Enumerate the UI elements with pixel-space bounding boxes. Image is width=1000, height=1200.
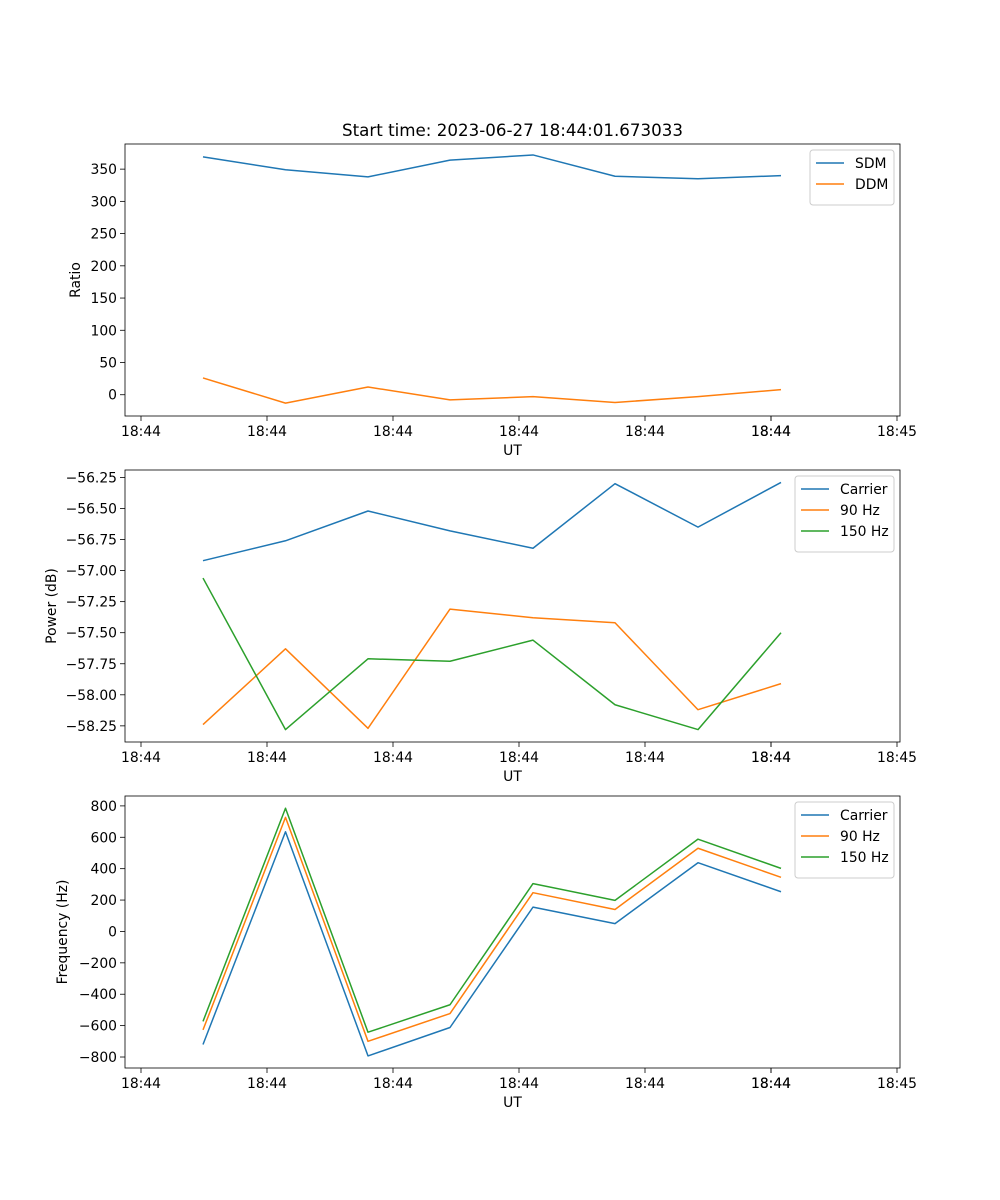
x-tick-label: 18:44 <box>499 1076 539 1092</box>
y-tick-label: −56.75 <box>66 533 117 549</box>
plot-frame <box>124 795 901 1069</box>
x-tick-label: 18:44 <box>751 424 791 440</box>
y-tick-label: −200 <box>79 956 117 972</box>
x-tick-label: 18:44 <box>499 750 539 766</box>
series-line-ddm <box>202 377 782 404</box>
y-tick-label: 800 <box>90 799 117 815</box>
legend-label: Carrier <box>840 482 888 498</box>
y-tick-label: −56.50 <box>66 502 117 518</box>
x-tick-label: 18:44 <box>247 1076 287 1092</box>
y-tick-label: −57.25 <box>66 595 117 611</box>
x-tick-label: 18:45 <box>877 750 917 766</box>
y-tick-label: −57.75 <box>66 657 117 673</box>
series-line-90-hz <box>202 608 782 730</box>
y-tick-label: 50 <box>99 356 117 372</box>
x-tick-label: 18:44 <box>121 424 161 440</box>
x-tick-label: 18:44 <box>625 750 665 766</box>
x-tick-label: 18:44 <box>625 1076 665 1092</box>
y-tick-label: 250 <box>90 227 117 243</box>
y-axis-label: Frequency (Hz) <box>55 880 71 985</box>
x-axis-label: UT <box>503 769 522 785</box>
x-tick-label: 18:44 <box>625 424 665 440</box>
y-axis-label: Ratio <box>68 262 84 298</box>
y-tick-label: −58.25 <box>66 719 117 735</box>
legend-label: 150 Hz <box>840 524 889 540</box>
y-tick-label: −400 <box>79 987 117 1003</box>
y-tick-label: 350 <box>90 162 117 178</box>
chart-title: Start time: 2023-06-27 18:44:01.673033 <box>342 120 683 140</box>
x-tick-label: 18:44 <box>751 750 791 766</box>
x-tick-label: 18:44 <box>247 750 287 766</box>
y-tick-label: 150 <box>90 291 117 307</box>
y-tick-label: 400 <box>90 862 117 878</box>
y-tick-label: −57.50 <box>66 626 117 642</box>
x-tick-label: 18:45 <box>877 424 917 440</box>
legend-box <box>794 801 895 879</box>
y-tick-label: −56.25 <box>66 470 117 486</box>
y-tick-label: −800 <box>79 1050 117 1066</box>
legend-label: 90 Hz <box>840 503 880 519</box>
y-tick-label: −58.00 <box>66 688 117 704</box>
legend-label: SDM <box>855 156 887 172</box>
y-tick-label: 200 <box>90 259 117 275</box>
x-tick-label: 18:45 <box>877 1076 917 1092</box>
series-line-150-hz <box>202 577 782 731</box>
y-tick-label: −600 <box>79 1019 117 1035</box>
x-tick-label: 18:44 <box>751 1076 791 1092</box>
x-tick-label: 18:44 <box>751 750 791 766</box>
x-tick-label: 18:44 <box>121 750 161 766</box>
y-tick-label: 100 <box>90 323 117 339</box>
y-tick-label: 0 <box>108 388 117 404</box>
legend-label: DDM <box>855 177 888 193</box>
y-tick-label: 600 <box>90 830 117 846</box>
x-tick-label: 18:44 <box>751 424 791 440</box>
y-tick-label: −57.00 <box>66 564 117 580</box>
x-axis-label: UT <box>503 1095 522 1111</box>
x-tick-label: 18:44 <box>499 424 539 440</box>
series-line-150-hz <box>202 807 782 1033</box>
x-axis-label: UT <box>503 443 522 459</box>
series-line-sdm <box>202 154 782 180</box>
legend-box <box>794 475 895 553</box>
series-line-90-hz <box>202 816 782 1043</box>
y-tick-label: 200 <box>90 893 117 909</box>
y-axis-label: Power (dB) <box>44 568 60 644</box>
series-line-carrier <box>202 831 782 1057</box>
legend-label: 150 Hz <box>840 850 889 866</box>
plot-frame <box>124 469 901 743</box>
y-tick-label: 0 <box>108 924 117 940</box>
y-tick-label: 300 <box>90 194 117 210</box>
plot-frame <box>124 143 901 417</box>
panels: 18:44 18:44 18:44 18:44 18:44 18:44 18:44 18:45… <box>44 143 917 1111</box>
x-tick-label: 18:44 <box>373 1076 413 1092</box>
x-tick-label: 18:44 <box>373 424 413 440</box>
x-tick-label: 18:44 <box>247 424 287 440</box>
x-tick-label: 18:44 <box>751 1076 791 1092</box>
legend-label: Carrier <box>840 808 888 824</box>
series-line-carrier <box>202 481 782 562</box>
legend-label: 90 Hz <box>840 829 880 845</box>
x-tick-label: 18:44 <box>121 1076 161 1092</box>
x-tick-label: 18:44 <box>373 750 413 766</box>
